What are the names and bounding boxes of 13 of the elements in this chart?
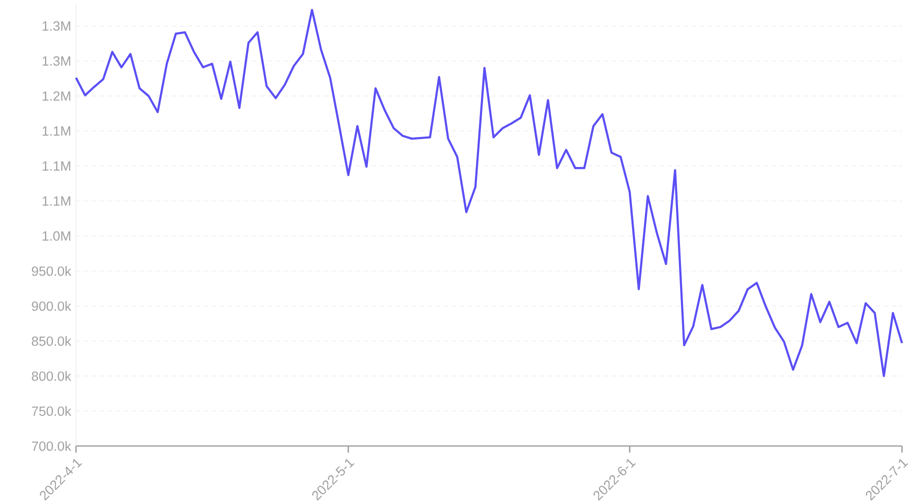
y-tick-label: 700.0k: [32, 441, 72, 451]
y-tick-label: 1.0M: [42, 231, 70, 241]
y-tick-label: 850.0k: [32, 336, 72, 346]
y-tick-label: 900.0k: [32, 301, 72, 311]
y-tick-label: 1.1M: [42, 126, 70, 136]
y-tick-label: 800.0k: [32, 371, 72, 381]
y-tick-label: 1.3M: [42, 21, 70, 31]
y-tick-label: 1.2M: [42, 91, 70, 101]
y-tick-label: 750.0k: [32, 406, 72, 416]
y-tick-label: 950.0k: [32, 266, 72, 276]
y-tick-label: 1.1M: [42, 196, 70, 206]
y-tick-label: 1.1M: [42, 161, 70, 171]
y-tick-label: 1.3M: [42, 56, 70, 66]
